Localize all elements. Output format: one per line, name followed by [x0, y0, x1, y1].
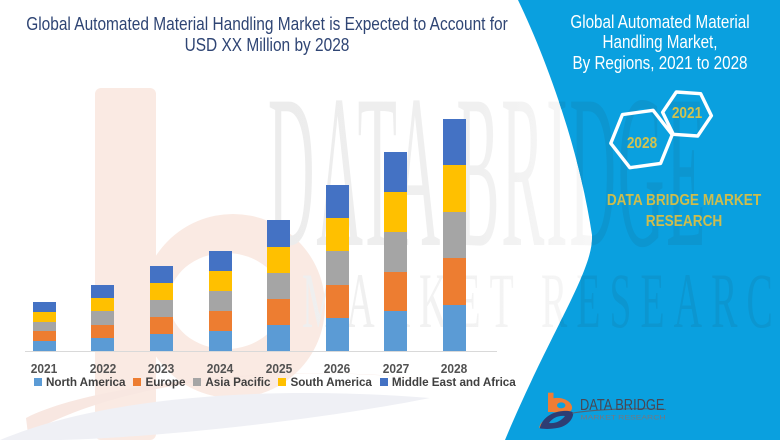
svg-text:DATA BRIDGE: DATA BRIDGE [580, 397, 665, 414]
svg-text:MARKET RESEARCH: MARKET RESEARCH [581, 414, 666, 421]
svg-text:MARKET RESEARCH: MARKET RESEARCH [302, 259, 780, 345]
